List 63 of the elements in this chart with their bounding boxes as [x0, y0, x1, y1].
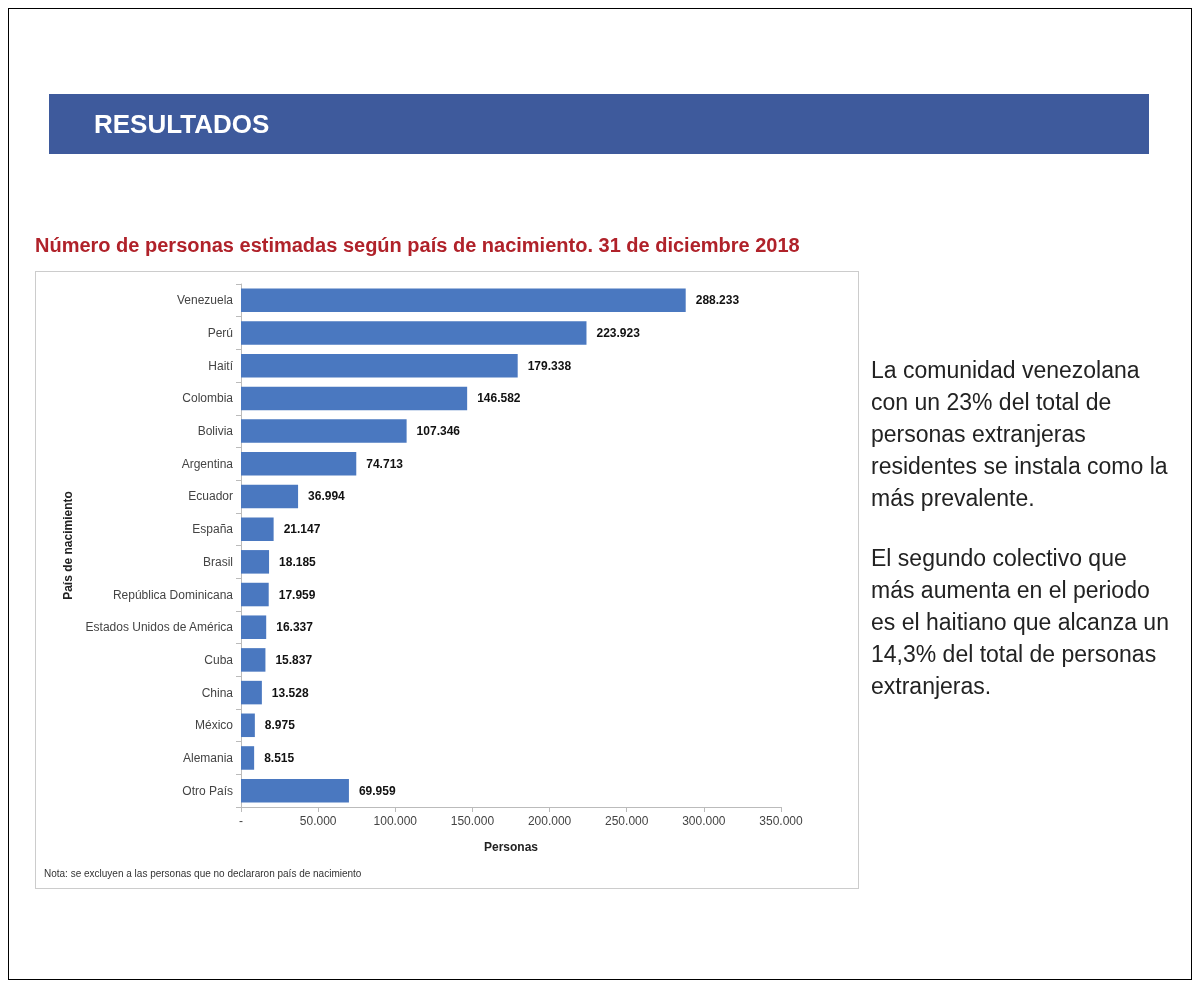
x-axis-title: Personas: [483, 840, 539, 854]
data-label: 179.338: [527, 358, 572, 373]
data-label: 21.147: [283, 522, 321, 537]
x-tick-label: 100.000: [373, 814, 418, 828]
text: Nota: se excluyen a las personas que no declararon país de nacimiento: [44, 868, 362, 879]
bar: [241, 353, 518, 378]
bar: [241, 550, 270, 574]
y-tick-label: Estados Unidos de América: [85, 620, 234, 635]
x-tick-label: 250.000: [605, 814, 649, 828]
bar: [241, 778, 349, 803]
chart-subtitle: Número de personas estimadas según país de nacimiento. 31 de diciembre 2018: [35, 234, 800, 257]
data-label: 146.582: [477, 391, 521, 406]
text: El segundo colectivo que más aumenta en el periodo es el haitiano que alcanza un 14,3% del total de personas extranjeras.: [871, 544, 1170, 701]
data-label: 69.959: [358, 783, 396, 798]
bar: [241, 615, 267, 639]
bar: [241, 386, 468, 411]
bar: [241, 452, 357, 476]
data-label: 223.923: [596, 326, 641, 341]
data-label: 288.233: [695, 293, 740, 308]
x-tick-label: -: [239, 814, 243, 828]
y-tick-label: México: [194, 718, 234, 733]
data-label: 74.713: [366, 456, 404, 471]
y-tick-label: China: [201, 685, 234, 700]
bar: [241, 582, 269, 607]
data-label: 107.346: [416, 424, 461, 439]
data-label: 15.837: [275, 652, 313, 667]
x-tick-label: 150.000: [450, 814, 495, 828]
y-tick-label: Haití: [208, 358, 234, 373]
data-label: 8.975: [264, 718, 296, 733]
bar: [241, 680, 262, 705]
chart-title: RESULTADOS: [49, 94, 1149, 154]
bar: [241, 484, 299, 509]
y-tick-label: Perú: [207, 326, 233, 341]
data-label: 36.994: [308, 489, 346, 504]
bar: [241, 419, 407, 443]
data-label: 17.959: [278, 587, 316, 602]
bar: [241, 517, 274, 541]
data-label: 8.515: [264, 750, 295, 765]
data-label: 13.528: [271, 685, 309, 700]
x-tick-label: 300.000: [682, 814, 726, 828]
bar: [241, 713, 255, 738]
y-tick-label: Bolivia: [197, 424, 234, 439]
y-tick-label: Ecuador: [188, 489, 233, 504]
y-tick-label: Alemania: [182, 750, 234, 765]
x-tick-label: 350.000: [759, 814, 804, 828]
y-tick-label: Cuba: [204, 652, 234, 667]
bar: [241, 321, 587, 345]
data-label: 16.337: [276, 620, 314, 635]
bar: [241, 288, 686, 313]
y-tick-label: Colombia: [182, 391, 234, 406]
text: La comunidad venezolana con un 23% del total de personas extranjeras residentes se instala como la más prevalente.: [871, 356, 1169, 513]
y-tick-label: Venezuela: [176, 293, 234, 308]
x-tick-label: 200.000: [527, 814, 572, 828]
y-tick-label: Otro País: [182, 783, 233, 798]
y-tick-label: Argentina: [181, 456, 234, 471]
y-tick-label: República Dominicana: [112, 587, 234, 602]
bar: [241, 648, 266, 672]
x-tick-label: 50.000: [299, 814, 337, 828]
bar: [241, 746, 255, 770]
y-axis-title: País de nacimiento: [61, 491, 76, 600]
y-tick-label: España: [192, 522, 234, 537]
data-label: 18.185: [279, 554, 317, 569]
y-tick-label: Brasil: [202, 554, 233, 569]
